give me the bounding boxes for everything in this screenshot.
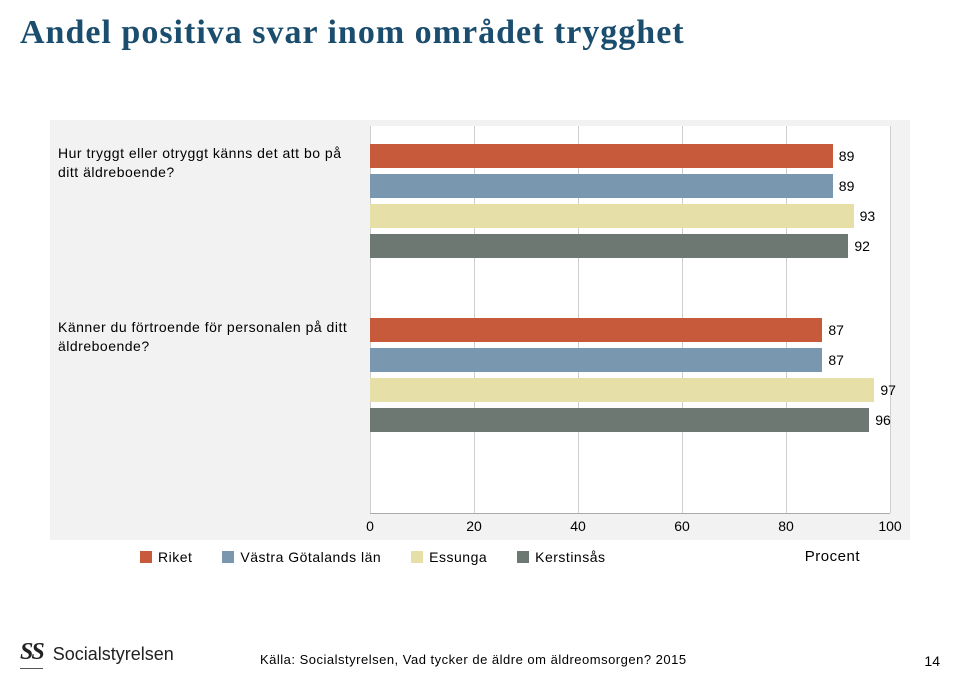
- bar-value: 92: [854, 234, 870, 258]
- page-number: 14: [924, 653, 940, 669]
- bar-fill: [370, 348, 822, 372]
- bar-value: 89: [839, 144, 855, 168]
- x-axis-ticks: 020406080100: [370, 518, 890, 538]
- bar-fill: [370, 144, 833, 168]
- plot-area: 8989939287879796: [370, 126, 890, 514]
- bar-value: 87: [828, 348, 844, 372]
- bar-fill: [370, 318, 822, 342]
- legend-item: Kerstinsås: [517, 549, 605, 565]
- bar-value: 89: [839, 174, 855, 198]
- legend-swatch: [140, 551, 152, 563]
- bar-value: 96: [875, 408, 891, 432]
- legend: Riket Västra Götalands län Essunga Kerstins…: [140, 548, 860, 565]
- bar-fill: [370, 408, 869, 432]
- legend-swatch: [411, 551, 423, 563]
- bar-fill: [370, 174, 833, 198]
- question-label: Hur tryggt eller otryggt känns det att b…: [58, 144, 358, 182]
- question-labels: Hur tryggt eller otryggt känns det att b…: [58, 120, 370, 540]
- logo-icon: S​S: [20, 639, 43, 669]
- legend-label: Essunga: [429, 549, 487, 565]
- x-tick: 0: [366, 518, 374, 534]
- bar-fill: [370, 234, 848, 258]
- grid-line: [890, 126, 891, 513]
- x-axis-label: Procent: [805, 548, 860, 565]
- page-title: Andel positiva svar inom området trygghe…: [20, 12, 900, 55]
- bar-value: 93: [860, 204, 876, 228]
- bar-fill: [370, 378, 874, 402]
- logo: S​S Socialstyrelsen: [20, 639, 174, 669]
- legend-item: Essunga: [411, 549, 487, 565]
- bar-value: 87: [828, 318, 844, 342]
- legend-label: Kerstinsås: [535, 549, 605, 565]
- chart-inner: Hur tryggt eller otryggt känns det att b…: [50, 120, 910, 540]
- logo-text: Socialstyrelsen: [53, 644, 174, 665]
- x-tick: 80: [778, 518, 794, 534]
- legend-item: Västra Götalands län: [222, 549, 381, 565]
- chart-panel: Hur tryggt eller otryggt känns det att b…: [50, 120, 910, 540]
- question-label: Känner du förtroende för personalen på d…: [58, 318, 358, 356]
- x-tick: 60: [674, 518, 690, 534]
- legend-label: Riket: [158, 549, 192, 565]
- bar-fill: [370, 204, 854, 228]
- x-tick: 100: [878, 518, 901, 534]
- legend-label: Västra Götalands län: [240, 549, 381, 565]
- footer: S​S Socialstyrelsen 14: [20, 639, 940, 669]
- x-tick: 40: [570, 518, 586, 534]
- x-tick: 20: [466, 518, 482, 534]
- legend-swatch: [517, 551, 529, 563]
- legend-item: Riket: [140, 549, 192, 565]
- legend-swatch: [222, 551, 234, 563]
- bar-value: 97: [880, 378, 896, 402]
